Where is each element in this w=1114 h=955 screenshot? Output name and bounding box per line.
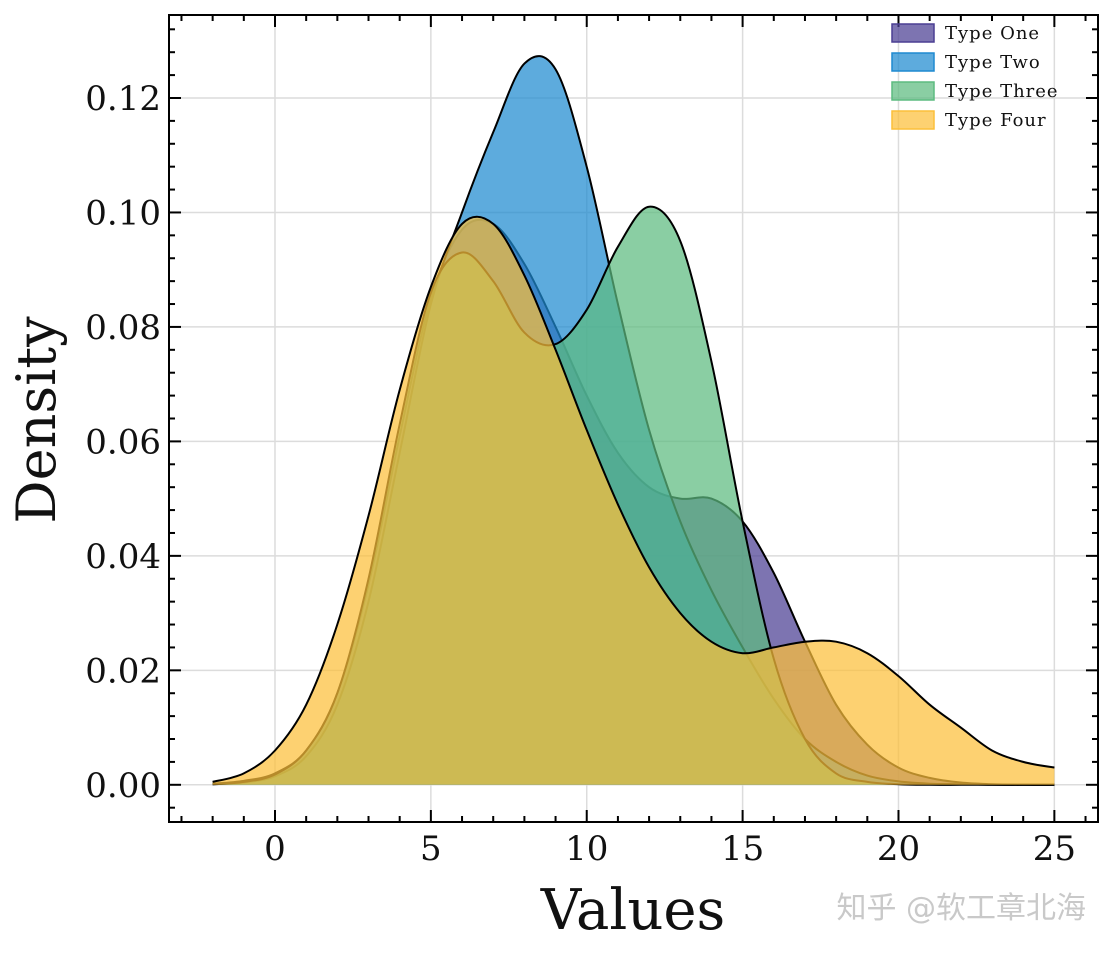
legend-label-four: Type Four — [945, 110, 1047, 131]
legend-swatch-one — [891, 23, 935, 43]
y-tick-label: 0.00 — [85, 766, 161, 806]
density-areas — [212, 55, 1055, 786]
x-tick-label: 10 — [565, 829, 608, 869]
x-axis-title: Values — [540, 878, 726, 943]
legend: Type One Type Two Type Three Type Four — [891, 23, 1059, 131]
x-tick-labels: 0 5 10 15 20 25 — [264, 829, 1076, 869]
y-tick-label: 0.08 — [85, 308, 161, 348]
watermark-text: 知乎 @软工章北海 — [836, 891, 1086, 926]
x-tick-label: 25 — [1033, 829, 1076, 869]
curve-type-four — [212, 215, 1055, 783]
legend-label-three: Type Three — [945, 81, 1059, 102]
legend-swatch-three — [891, 81, 935, 101]
legend-label-one: Type One — [945, 23, 1040, 44]
y-tick-label: 0.06 — [85, 422, 161, 462]
x-tick-label: 15 — [721, 829, 764, 869]
legend-label-two: Type Two — [945, 52, 1041, 73]
legend-swatch-two — [891, 52, 935, 72]
area-type-four — [212, 216, 1055, 785]
x-tick-label: 0 — [264, 829, 286, 869]
legend-swatch-four — [891, 110, 935, 130]
y-tick-label: 0.02 — [85, 651, 161, 691]
axis-ticks — [169, 15, 1098, 822]
y-tick-label: 0.04 — [85, 537, 161, 577]
y-tick-label: 0.12 — [85, 79, 161, 119]
y-tick-labels: 0.00 0.02 0.04 0.06 0.08 0.10 0.12 — [85, 79, 161, 806]
grid — [169, 15, 1098, 822]
x-tick-label: 5 — [420, 829, 442, 869]
x-tick-label: 20 — [877, 829, 920, 869]
y-axis-title: Density — [5, 316, 68, 524]
y-tick-label: 0.10 — [85, 193, 161, 233]
